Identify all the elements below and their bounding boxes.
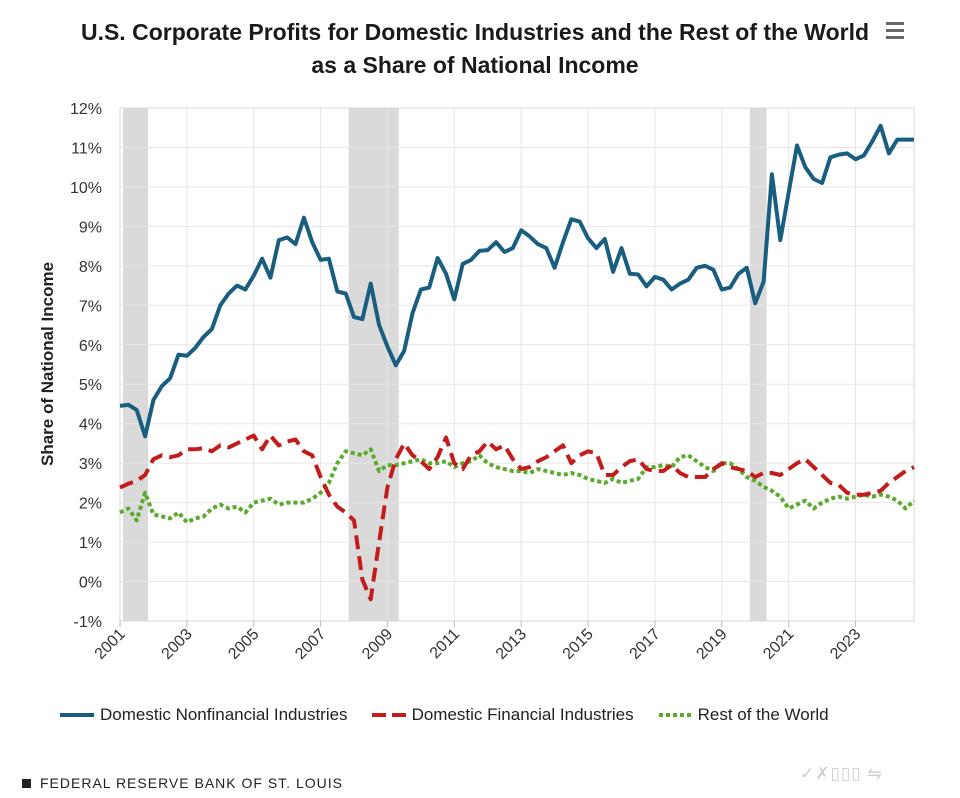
plot-border	[119, 107, 915, 622]
legend-label: Domestic Nonfinancial Industries	[100, 705, 348, 724]
chart-plot: -1%0%1%2%3%4%5%6%7%8%9%10%11%12% 2001 200…	[70, 101, 916, 663]
legend-swatch-dotted-icon	[658, 713, 692, 717]
footer-square-icon	[22, 778, 31, 788]
watermark: ✓✗▯▯▯ ⇋	[800, 764, 883, 783]
legend-label: Rest of the World	[697, 705, 829, 724]
x-tick-label: 2015	[560, 626, 597, 663]
legend-swatch-solid-icon	[60, 713, 94, 717]
y-tick-label: -1%	[74, 614, 102, 631]
x-tick-label: 2019	[693, 626, 730, 663]
hamburger-menu-icon[interactable]	[886, 22, 912, 42]
y-tick-label: 3%	[79, 456, 102, 473]
x-tick-label: 2011	[427, 626, 463, 662]
x-tick-label: 2005	[225, 626, 262, 663]
footer-source: FEDERAL RESERVE BANK OF ST. LOUIS	[22, 775, 343, 791]
y-tick-label: 1%	[79, 535, 102, 552]
x-tick-label: 2003	[159, 626, 196, 663]
legend-item-nonfinancial[interactable]: Domestic Nonfinancial Industries	[60, 705, 348, 725]
y-tick-label: 10%	[70, 180, 102, 197]
x-tick-label: 2017	[627, 626, 664, 663]
legend-item-financial[interactable]: Domestic Financial Industries	[371, 705, 634, 725]
gridlines	[119, 107, 914, 622]
x-tick-label: 2013	[493, 626, 530, 663]
y-tick-label: 12%	[70, 101, 102, 118]
series-lines	[119, 123, 916, 602]
recession-bands	[123, 108, 767, 621]
y-tick-label: 6%	[79, 338, 102, 355]
chart-title-line2: as a Share of National Income	[311, 52, 639, 78]
chart-title-line1: U.S. Corporate Profits for Domestic Indu…	[80, 19, 870, 45]
series-line-dashed	[119, 433, 915, 602]
y-tick-label: 7%	[79, 298, 102, 315]
series-line-dotted	[119, 447, 916, 525]
y-tick-label: 4%	[79, 417, 102, 434]
plot-frame	[119, 107, 915, 622]
menu-bar	[886, 29, 904, 32]
x-tick-label: 2001	[92, 626, 129, 663]
recession-band	[123, 108, 149, 621]
x-tick-label: 2023	[827, 626, 864, 663]
legend-label: Domestic Financial Industries	[411, 705, 634, 724]
y-tick-label: 2%	[79, 496, 102, 513]
x-tick-label: 2007	[292, 626, 329, 663]
y-tick-label: 8%	[79, 259, 102, 276]
legend: Domestic Nonfinancial Industries Domesti…	[60, 704, 853, 726]
chart-title: U.S. Corporate Profits for Domestic Indu…	[40, 16, 910, 82]
legend-swatch-dashed-icon	[371, 713, 406, 717]
x-tick-label: 2009	[359, 626, 396, 663]
legend-item-rest-of-world[interactable]: Rest of the World	[658, 705, 829, 725]
y-tick-label: 0%	[79, 575, 102, 592]
recession-band	[749, 108, 767, 621]
y-tick-label: 5%	[79, 377, 102, 394]
y-tick-labels: -1% 0% 1% 2% 3% 4% 5% 6% 7% 8% 9% 10% 11% 12%	[70, 101, 102, 631]
menu-bar	[886, 36, 904, 39]
y-tick-label: 11%	[71, 140, 102, 157]
menu-bar	[886, 22, 904, 25]
x-tick-label: 2021	[760, 626, 797, 663]
series-line-solid	[119, 123, 914, 439]
footer-text: FEDERAL RESERVE BANK OF ST. LOUIS	[40, 775, 343, 791]
x-tick-labels: 2001 2003 2005 2007 2009 2011 2013 2015 2017 2019…	[92, 621, 864, 663]
y-tick-label: 9%	[79, 219, 102, 236]
